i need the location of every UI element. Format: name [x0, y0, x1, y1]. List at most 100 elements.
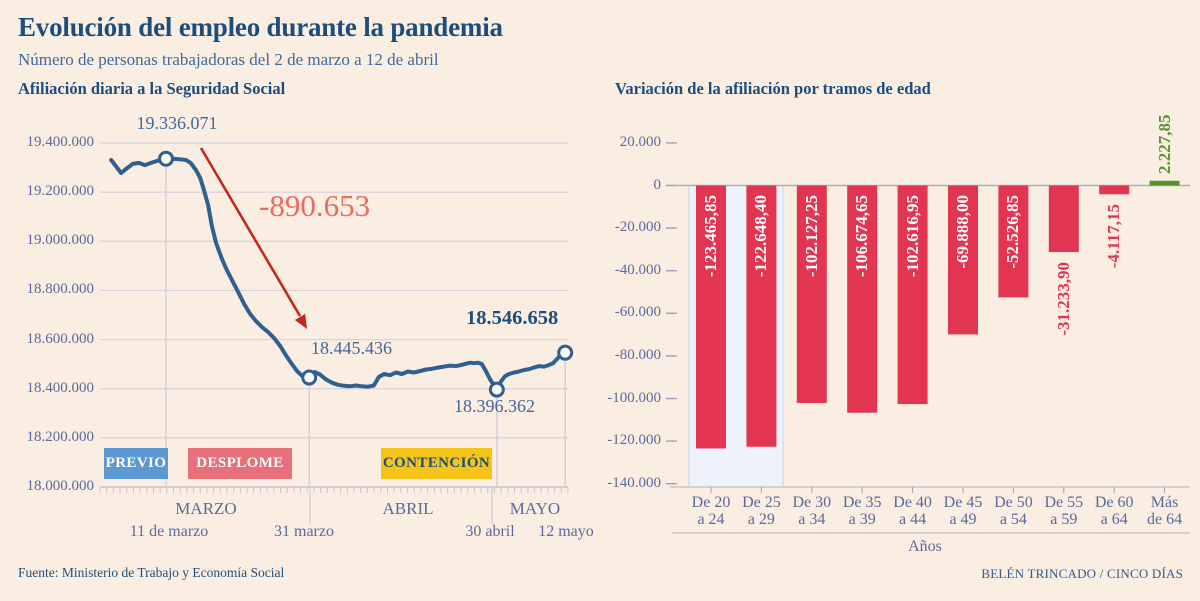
- x-axis-date-label: 11 de marzo: [129, 523, 209, 540]
- bar-category-label: De 55 a 59: [1044, 494, 1083, 528]
- bar-category-label: Más de 64: [1147, 494, 1182, 528]
- bar-category-label-line: a 44: [899, 511, 927, 528]
- line-chart-y-tick-label: 19.000.000: [26, 232, 95, 249]
- bar-chart-x-axis: [670, 486, 1190, 534]
- bar-category-label-line: Más: [1150, 494, 1179, 511]
- annotation-12-may-value: 18.546.658: [466, 307, 559, 329]
- x-axis-month-label: ABRIL: [382, 499, 434, 518]
- bar-category-label: De 25 a 29: [742, 494, 781, 528]
- phase-badge-contención: CONTENCIÓN: [381, 448, 492, 479]
- line-chart-y-tick-label: 18.200.000: [26, 428, 95, 445]
- line-chart-y-tick-label: 18.600.000: [26, 330, 95, 347]
- bar-category-label: De 20 a 24: [692, 494, 731, 528]
- annotation-drop-value: -890.653: [259, 188, 371, 223]
- bar-value-label: -102.127,25: [801, 194, 821, 277]
- x-axis-month-label: MAYO: [509, 499, 561, 518]
- bar-category-label-line: De 55: [1044, 494, 1084, 511]
- bar-de-25-a-29: [746, 185, 777, 447]
- bar-category-label-line: a 59: [1050, 511, 1078, 528]
- bar-category-label-line: a 49: [949, 511, 977, 528]
- line-chart-y-tick-label: 19.400.000: [26, 134, 95, 150]
- bar-de-40-a-44: [897, 185, 928, 405]
- phase-badge-desplome: DESPLOME: [188, 448, 292, 479]
- bar-category-label-line: a 64: [1100, 511, 1128, 528]
- bar-category-label-line: De 20: [691, 494, 731, 511]
- bar-de-45-a-49: [948, 185, 978, 335]
- bar-chart-title: Variación de la afiliación por tramos de…: [615, 79, 931, 98]
- line-chart-y-tick-label: 18.400.000: [26, 379, 95, 396]
- bar-category-label-line: De 60: [1094, 494, 1134, 511]
- x-axis-date-label: 30 abril: [465, 523, 515, 540]
- bar-value-label: -4.117,15: [1104, 204, 1124, 269]
- bar-de-60-a-64: [1099, 185, 1130, 195]
- bar-series-variacion: [696, 180, 1180, 449]
- author-credit: BELÉN TRINCADO / CINCO DÍAS: [981, 566, 1183, 581]
- bar-chart-y-tick-label: -40.000: [614, 261, 661, 278]
- data-point-marker: [488, 381, 505, 398]
- bar-chart-x-axis-title: Años: [908, 538, 942, 555]
- annotation-30-april-value: 18.396.362: [454, 396, 535, 416]
- bar-chart-y-tick-label: -60.000: [614, 304, 661, 321]
- page-subtitle: Número de personas trabajadoras del 2 de…: [18, 50, 439, 69]
- annotation-31-march-value: 18.445.436: [311, 338, 392, 358]
- bar-chart-y-tick-label: -80.000: [614, 346, 661, 363]
- x-axis-date-label: 31 marzo: [274, 523, 334, 540]
- bar-category-label-line: De 25: [742, 494, 781, 511]
- line-chart-day-ticks: [99, 487, 569, 493]
- bar-chart-y-tick-label: 20.000: [619, 133, 661, 150]
- line-chart-y-tick-label: 18.000.000: [26, 478, 95, 494]
- line-chart-point-markers: [157, 150, 574, 398]
- data-point-marker: [301, 369, 318, 386]
- bar-de-50-a-54: [998, 185, 1029, 298]
- line-chart-gridlines: [100, 142, 568, 488]
- bar-value-label: 2.227,85: [1154, 114, 1174, 174]
- bar-category-label: De 60 a 64: [1095, 494, 1134, 528]
- bar-category-label: De 40 a 44: [893, 494, 932, 528]
- bar-value-label: -69.888,00: [953, 194, 972, 269]
- line-chart-y-tick-label: 18.800.000: [26, 281, 95, 298]
- bar-category-label: De 50 a 54: [994, 494, 1033, 528]
- bar-category-label-line: De 35: [842, 494, 882, 511]
- bar-category-label-line: De 40: [893, 494, 932, 511]
- line-chart-vertical-gridlines: [165, 158, 566, 524]
- bar-de-30-a-34: [796, 185, 827, 404]
- drop-arrow: [199, 147, 307, 329]
- bar-de-20-a-24: [696, 185, 726, 449]
- x-axis-date-label: 12 mayo: [538, 523, 594, 540]
- bar-chart-y-tick-label: -100.000: [607, 389, 661, 406]
- source-note: Fuente: Ministerio de Trabajo y Economía…: [18, 565, 285, 580]
- bar-chart-y-tick-label: 0: [653, 176, 662, 193]
- bar-value-label: -123.465,85: [701, 194, 720, 277]
- bar-chart-y-tick-label: -20.000: [614, 219, 661, 236]
- bar-category-label-line: De 30: [792, 494, 832, 511]
- bar-value-label: -102.616,95: [902, 194, 922, 277]
- bar-category-label-line: a 39: [848, 511, 876, 528]
- line-chart-y-tick-label: 19.200.000: [26, 183, 95, 200]
- bar-category-label-line: De 45: [943, 494, 983, 511]
- bar-category-label-line: de 64: [1147, 511, 1183, 528]
- bar-chart-y-tick-label: -120.000: [607, 432, 661, 449]
- bar-category-label-line: De 50: [994, 494, 1033, 511]
- bar-value-label: -122.648,40: [751, 194, 771, 277]
- bar-value-label: -52.526,85: [1003, 194, 1023, 269]
- data-point-marker: [157, 150, 174, 167]
- x-axis-month-label: MARZO: [175, 499, 237, 518]
- bar-category-label-line: a 34: [798, 511, 826, 528]
- bar-category-label-line: a 24: [697, 511, 725, 528]
- bar-de-35-a-39: [847, 185, 878, 413]
- annotation-peak-value: 19.336.071: [136, 113, 218, 133]
- bar-value-label: -106.674,65: [852, 194, 872, 277]
- page-title: Evolución del empleo durante la pandemia: [18, 12, 503, 42]
- data-point-marker: [557, 344, 574, 361]
- bar-de-55-a-59: [1048, 185, 1079, 253]
- bar-category-label: De 30 a 34: [792, 494, 831, 528]
- bar-category-label: De 35 a 39: [843, 494, 882, 528]
- bar-value-label: -31.233,90: [1053, 262, 1073, 336]
- bar-chart-y-tick-label: -140.000: [607, 474, 661, 491]
- line-chart-title: Afiliación diaria a la Seguridad Social: [18, 79, 286, 98]
- phase-badge-previo: PREVIO: [104, 448, 168, 479]
- bar-category-label: De 45 a 49: [944, 494, 983, 528]
- bar-category-label-line: a 29: [747, 511, 775, 528]
